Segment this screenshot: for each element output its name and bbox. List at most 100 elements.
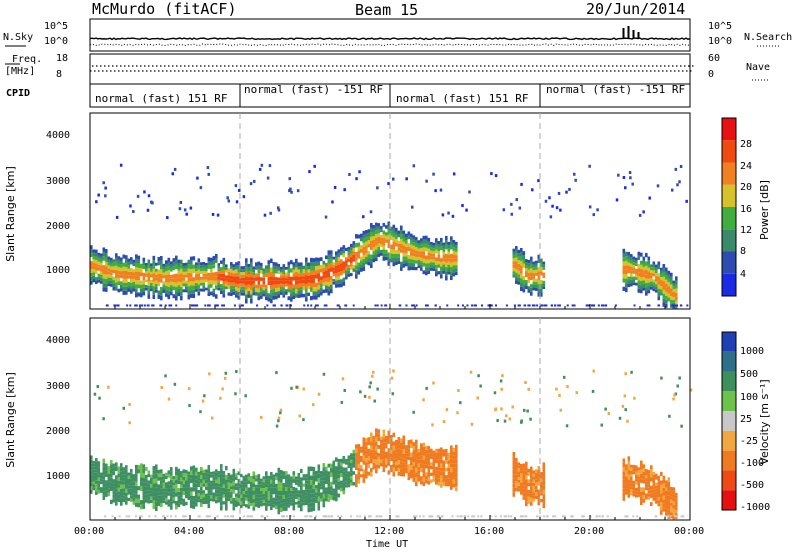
- cpid-segment-label: normal (fast) 151 RF: [95, 92, 228, 105]
- echo-cell: [686, 304, 689, 307]
- echo-cell: [222, 289, 226, 294]
- echo-cell: [622, 261, 626, 266]
- echo-cell: [345, 257, 348, 261]
- echo-cell: [200, 279, 203, 283]
- echo-cell: [657, 481, 661, 485]
- echo-cell: [405, 240, 408, 244]
- echo-cell: [430, 253, 433, 257]
- echo-cell: [660, 471, 663, 477]
- echo-cell: [357, 242, 361, 247]
- echo-cell: [265, 479, 268, 484]
- echo-cell: [432, 253, 436, 257]
- echo-cell: [646, 304, 649, 307]
- echo-cell: [285, 515, 288, 518]
- echo-cell: [520, 473, 523, 477]
- echo-cell: [112, 494, 116, 499]
- echo-cell: [180, 497, 183, 502]
- echo-cell: [420, 451, 423, 456]
- echo-cell: [190, 264, 193, 269]
- echo-cell: [527, 259, 531, 264]
- echo-cell: [652, 480, 656, 484]
- echo-cell: [315, 265, 318, 271]
- echo-cell: [372, 225, 376, 229]
- echo-cell: [96, 385, 100, 389]
- echo-cell: [425, 446, 428, 450]
- echo-cell: [645, 478, 648, 482]
- echo-cell: [130, 286, 133, 291]
- echo-cell: [172, 482, 176, 486]
- echo-cell: [642, 280, 646, 284]
- echo-cell: [535, 266, 538, 270]
- echo-cell: [187, 496, 191, 501]
- echo-cell: [662, 289, 666, 294]
- echo-cell: [440, 475, 443, 480]
- echo-cell: [682, 515, 685, 518]
- echo-cell: [275, 498, 278, 502]
- echo-cell: [645, 481, 648, 485]
- echo-cell: [457, 388, 460, 392]
- echo-cell: [98, 396, 101, 400]
- echo-cell: [297, 287, 301, 291]
- echo-cell: [427, 469, 431, 474]
- echo-cell: [435, 261, 438, 265]
- echo-cell: [164, 374, 167, 378]
- echo-cell: [232, 468, 236, 473]
- echo-cell: [92, 252, 96, 257]
- echo-cell: [642, 256, 646, 261]
- echo-cell: [392, 177, 395, 181]
- echo-cell: [327, 490, 331, 495]
- echo-cell: [102, 466, 106, 472]
- echo-cell: [177, 480, 181, 485]
- echo-cell: [415, 453, 418, 459]
- echo-cell: [415, 247, 418, 251]
- echo-cell: [672, 302, 676, 306]
- echo-cell: [588, 304, 591, 307]
- echo-cell: [369, 515, 372, 518]
- echo-cell: [222, 277, 226, 282]
- echo-cell: [647, 481, 651, 485]
- echo-cell: [270, 483, 273, 488]
- echo-cell: [427, 465, 431, 470]
- echo-cell: [102, 251, 106, 257]
- echo-cell: [360, 248, 363, 253]
- echo-cell: [384, 304, 387, 307]
- echo-cell: [635, 481, 638, 485]
- echo-cell: [330, 481, 333, 487]
- echo-cell: [402, 444, 406, 450]
- echo-cell: [160, 287, 163, 292]
- echo-cell: [494, 174, 498, 178]
- echo-cell: [425, 472, 428, 477]
- echo-cell: [205, 271, 208, 274]
- echo-cell: [285, 483, 288, 488]
- echo-cell: [160, 255, 163, 261]
- echo-cell: [135, 477, 138, 482]
- echo-cell: [182, 277, 186, 281]
- echo-cell: [317, 285, 321, 290]
- echo-cell: [330, 468, 333, 473]
- echo-cell: [342, 261, 346, 266]
- echo-cell: [252, 498, 256, 503]
- echo-cell: [155, 469, 158, 474]
- echo-cell: [132, 481, 136, 486]
- echo-cell: [107, 280, 111, 284]
- echo-cell: [300, 485, 303, 491]
- echo-cell: [337, 283, 341, 288]
- echo-cell: [287, 500, 291, 505]
- echo-cell: [517, 482, 521, 486]
- echo-cell: [554, 304, 557, 307]
- echo-cell: [272, 484, 276, 488]
- echo-cell: [289, 304, 292, 307]
- echo-cell: [198, 515, 201, 518]
- echo-cell: [310, 270, 313, 275]
- echo-cell: [102, 483, 106, 488]
- echo-cell: [290, 491, 293, 494]
- echo-cell: [455, 467, 458, 473]
- echo-cell: [367, 456, 371, 461]
- echo-cell: [92, 484, 96, 488]
- echo-cell: [282, 515, 285, 518]
- echo-cell: [250, 276, 253, 281]
- echo-cell: [290, 386, 293, 390]
- echo-cell: [387, 243, 391, 249]
- echo-cell: [157, 491, 161, 496]
- date-title: 20/Jun/2014: [586, 0, 686, 18]
